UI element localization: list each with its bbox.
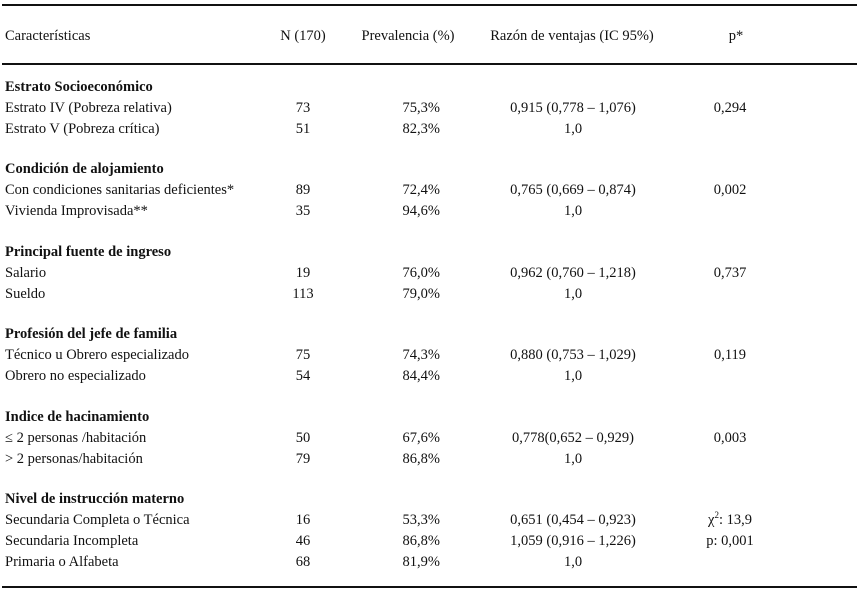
row-prevalence: 94,6% [402, 203, 440, 219]
table-top-rule [2, 4, 857, 6]
header-characteristics: Características [5, 28, 91, 44]
section-title-row: Condición de alojamiento [0, 159, 862, 179]
section-title-row: Profesión del jefe de familia [0, 324, 862, 344]
row-label: Técnico u Obrero especializado [5, 347, 189, 363]
row-n: 35 [295, 203, 311, 219]
table-row: Estrato IV (Pobreza relativa) 73 75,3% 0,91… [0, 98, 862, 118]
table-bottom-rule [2, 586, 857, 588]
row-n: 89 [295, 182, 311, 198]
table-row: ≤ 2 personas /habitación 50 67,6% 0,778(0,6… [0, 428, 862, 448]
header-odds-ratio: Razón de ventajas (IC 95%) [490, 28, 654, 44]
row-n: 113 [292, 286, 314, 302]
row-prevalence: 75,3% [402, 100, 440, 116]
row-label: Primaria o Alfabeta [5, 554, 119, 570]
row-odds-ratio: 1,0 [563, 368, 583, 384]
table-row: Sueldo 113 79,0% 1,0 [0, 284, 862, 304]
table-header-row: Características N (170) Prevalencia (%) … [0, 26, 862, 46]
row-p-value: 0,119 [713, 347, 747, 363]
row-p-value: 0,003 [713, 430, 747, 446]
row-prevalence: 67,6% [402, 430, 440, 446]
row-odds-ratio: 0,778(0,652 – 0,929) [511, 430, 635, 446]
header-p-value: p* [728, 28, 744, 44]
row-n: 68 [295, 554, 311, 570]
row-prevalence: 76,0% [402, 265, 440, 281]
row-odds-ratio: 1,0 [563, 451, 583, 467]
row-label: Estrato V (Pobreza crítica) [5, 121, 160, 137]
row-n: 75 [295, 347, 311, 363]
row-label: Obrero no especializado [5, 368, 146, 384]
row-label: > 2 personas/habitación [5, 451, 143, 467]
row-odds-ratio: 1,0 [563, 554, 583, 570]
row-prevalence: 74,3% [402, 347, 440, 363]
row-prevalence: 82,3% [402, 121, 440, 137]
row-label: Sueldo [5, 286, 46, 302]
table-header-rule [2, 63, 857, 65]
section-title-row: Principal fuente de ingreso [0, 242, 862, 262]
row-p-value: 0,737 [713, 265, 747, 281]
section-title: Condición de alojamiento [5, 161, 164, 177]
row-p-value: 0,294 [713, 100, 747, 116]
row-odds-ratio: 1,0 [563, 286, 583, 302]
row-n: 50 [295, 430, 311, 446]
table-row: Secundaria Incompleta 46 86,8% 1,059 (0,916… [0, 531, 862, 551]
row-prevalence: 72,4% [402, 182, 440, 198]
row-label: ≤ 2 personas /habitación [5, 430, 147, 446]
row-label: Con condiciones sanitarias deficientes* [5, 182, 235, 198]
row-prevalence: 86,8% [402, 451, 440, 467]
row-n: 79 [295, 451, 311, 467]
section-title: Estrato Socioeconómico [5, 79, 153, 95]
row-n: 51 [295, 121, 311, 137]
row-label: Vivienda Improvisada** [5, 203, 148, 219]
row-label: Estrato IV (Pobreza relativa) [5, 100, 172, 116]
row-label: Salario [5, 265, 47, 281]
header-prevalence: Prevalencia (%) [361, 28, 455, 44]
row-prevalence: 81,9% [402, 554, 440, 570]
row-odds-ratio: 0,765 (0,669 – 0,874) [510, 182, 636, 198]
row-odds-ratio: 1,059 (0,916 – 1,226) [510, 533, 636, 549]
table-row: Secundaria Completa o Técnica 16 53,3% 0,65… [0, 510, 862, 530]
row-odds-ratio: 0,880 (0,753 – 1,029) [510, 347, 636, 363]
row-n: 46 [295, 533, 311, 549]
table-row: Vivienda Improvisada** 35 94,6% 1,0 [0, 201, 862, 221]
row-prevalence: 84,4% [402, 368, 440, 384]
row-n: 16 [295, 512, 311, 528]
row-p-value: χ2: 13,9 [708, 510, 752, 529]
section-title: Nivel de instrucción materno [5, 491, 185, 507]
row-prevalence: 53,3% [402, 512, 440, 528]
table-row: Obrero no especializado 54 84,4% 1,0 [0, 366, 862, 386]
header-n: N (170) [280, 28, 326, 44]
row-odds-ratio: 1,0 [563, 121, 583, 137]
row-n: 54 [295, 368, 311, 384]
table-row: Con condiciones sanitarias deficientes* 8… [0, 180, 862, 200]
section-title: Principal fuente de ingreso [5, 244, 172, 260]
table-row: Salario 19 76,0% 0,962 (0,760 – 1,218) 0,737 [0, 263, 862, 283]
row-odds-ratio: 0,962 (0,760 – 1,218) [510, 265, 636, 281]
row-odds-ratio: 0,915 (0,778 – 1,076) [510, 100, 636, 116]
table-row: Estrato V (Pobreza crítica) 51 82,3% 1,0 [0, 119, 862, 139]
row-p-value: 0,002 [713, 182, 747, 198]
row-prevalence: 86,8% [402, 533, 440, 549]
row-label: Secundaria Incompleta [5, 533, 139, 549]
row-n: 19 [295, 265, 311, 281]
row-n: 73 [295, 100, 311, 116]
table-row: Técnico u Obrero especializado 75 74,3% 0,8… [0, 345, 862, 365]
row-prevalence: 79,0% [402, 286, 440, 302]
row-p-value: p: 0,001 [706, 533, 754, 549]
section-title: Indice de hacinamiento [5, 409, 150, 425]
table-row: > 2 personas/habitación 79 86,8% 1,0 [0, 449, 862, 469]
row-odds-ratio: 0,651 (0,454 – 0,923) [510, 512, 636, 528]
row-odds-ratio: 1,0 [563, 203, 583, 219]
section-title-row: Indice de hacinamiento [0, 407, 862, 427]
row-label: Secundaria Completa o Técnica [5, 512, 190, 528]
section-title-row: Estrato Socioeconómico [0, 77, 862, 97]
section-title-row: Nivel de instrucción materno [0, 489, 862, 509]
table-row: Primaria o Alfabeta 68 81,9% 1,0 [0, 552, 862, 572]
section-title: Profesión del jefe de familia [5, 326, 178, 342]
